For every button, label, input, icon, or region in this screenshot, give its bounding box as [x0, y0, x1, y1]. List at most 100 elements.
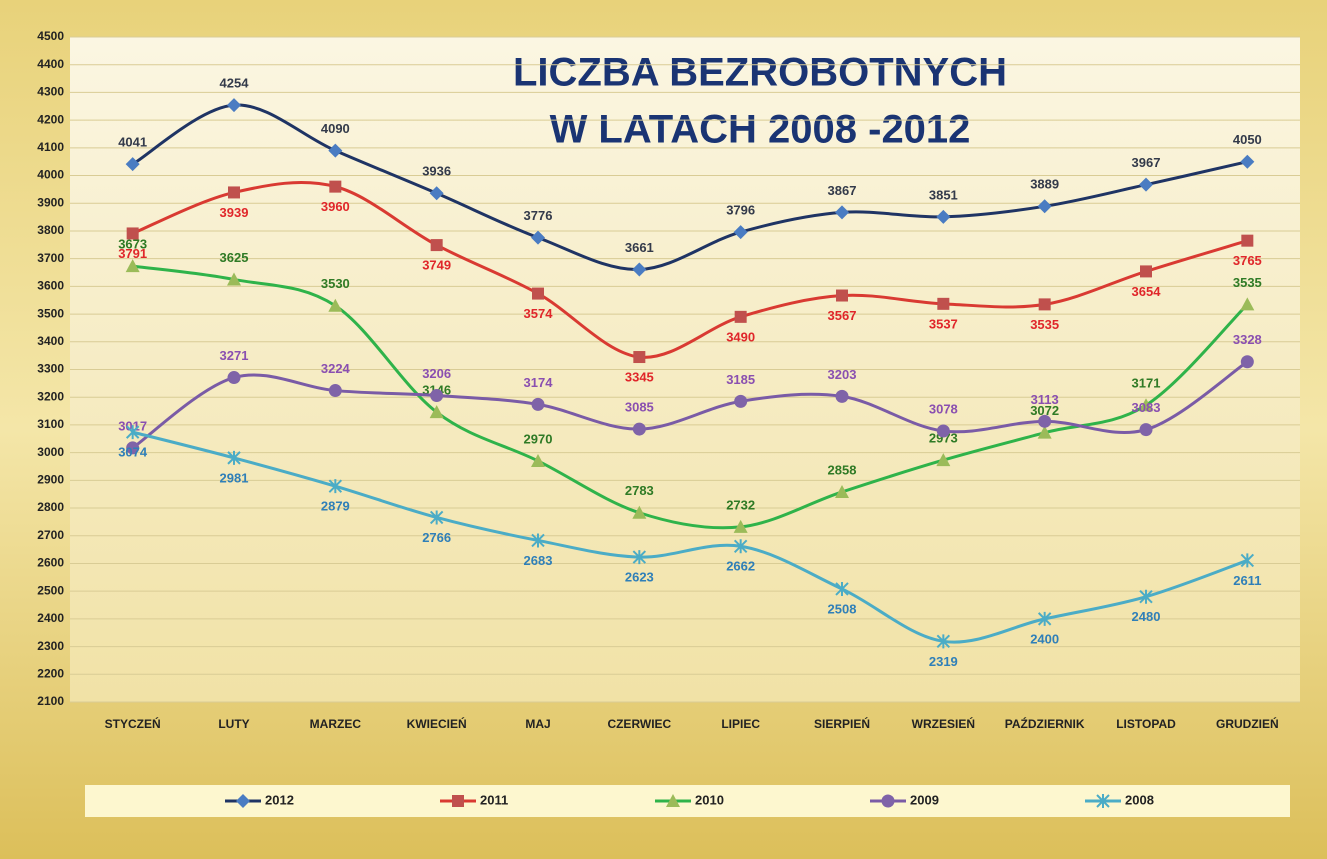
- data-label: 3271: [220, 348, 249, 363]
- data-label: 4050: [1233, 132, 1262, 147]
- legend-label: 2012: [265, 792, 294, 807]
- data-point: [733, 539, 748, 554]
- x-tick-label: PAŹDZIERNIK: [1005, 716, 1085, 731]
- series-line: [132, 181, 1248, 359]
- data-point: [429, 186, 444, 201]
- data-label: 3967: [1132, 155, 1161, 170]
- data-point: [1139, 177, 1153, 192]
- y-tick-label: 2200: [37, 666, 64, 680]
- data-point: [227, 98, 241, 113]
- legend-label: 2008: [1125, 792, 1154, 807]
- data-label: 3535: [1030, 317, 1059, 332]
- data-point: [835, 389, 849, 403]
- data-label: 3889: [1030, 177, 1059, 192]
- y-tick-label: 2600: [37, 556, 64, 570]
- data-point: [835, 484, 849, 498]
- y-tick-label: 2700: [37, 528, 64, 542]
- series-line: [131, 360, 1249, 450]
- data-label: 3654: [1132, 284, 1162, 299]
- data-point: [126, 441, 140, 455]
- data-point: [936, 634, 951, 649]
- chart-subtitle: W LATACH 2008 -2012: [550, 108, 971, 152]
- data-label: 2400: [1030, 631, 1059, 646]
- y-tick-label: 2400: [37, 611, 64, 625]
- data-point: [1240, 154, 1255, 169]
- data-label: 3530: [321, 276, 350, 291]
- chart-title: LICZBA BEZROBOTNYCH: [513, 51, 1007, 95]
- data-label: 2683: [524, 553, 553, 568]
- data-label: 3206: [422, 366, 451, 381]
- data-point: [1038, 298, 1051, 311]
- data-label: 3185: [726, 372, 755, 387]
- data-label: 4090: [321, 121, 350, 136]
- data-point: [125, 425, 140, 440]
- y-tick-label: 3400: [37, 334, 64, 348]
- data-label: 3537: [929, 316, 958, 331]
- series-line: [132, 264, 1249, 530]
- data-label: 3960: [321, 199, 350, 214]
- data-point: [125, 157, 140, 172]
- data-point: [936, 424, 950, 438]
- data-label: 2480: [1132, 609, 1161, 624]
- data-label: 3867: [828, 183, 857, 198]
- y-tick-label: 4000: [37, 168, 64, 182]
- y-tick-label: 2100: [37, 694, 64, 708]
- data-point: [1241, 234, 1254, 247]
- y-tick-label: 4300: [37, 85, 64, 99]
- data-label: 3625: [220, 250, 249, 265]
- data-label: 3345: [625, 369, 654, 384]
- data-point: [1240, 355, 1254, 369]
- series-line: [131, 103, 1248, 271]
- data-label: 2732: [726, 497, 755, 512]
- data-point: [1139, 398, 1153, 412]
- data-point: [328, 384, 342, 398]
- data-point: [835, 205, 849, 220]
- data-label: 3328: [1233, 332, 1262, 347]
- data-point: [125, 259, 140, 273]
- data-point: [836, 289, 848, 302]
- data-label: 3776: [524, 208, 553, 223]
- data-point: [228, 186, 240, 199]
- y-tick-label: 3800: [37, 223, 64, 237]
- legend-marker: [236, 794, 250, 808]
- data-point: [1140, 265, 1152, 278]
- x-tick-label: KWIECIEŃ: [407, 716, 467, 731]
- data-label: 2623: [625, 570, 654, 585]
- x-tick-label: MAJ: [525, 717, 550, 731]
- y-tick-label: 3700: [37, 251, 64, 265]
- data-label: 3765: [1233, 253, 1262, 268]
- data-label: 2858: [828, 462, 857, 477]
- data-label: 3490: [726, 329, 755, 344]
- data-point: [632, 550, 647, 565]
- x-tick-label: LUTY: [218, 717, 249, 731]
- data-point: [1240, 553, 1255, 568]
- y-tick-label: 4400: [37, 57, 64, 71]
- y-tick-label: 3100: [37, 417, 64, 431]
- data-label: 3567: [828, 308, 857, 323]
- y-tick-label: 4100: [37, 140, 64, 154]
- data-point: [1139, 589, 1153, 604]
- x-tick-label: CZERWIEC: [607, 717, 671, 731]
- data-point: [733, 225, 748, 240]
- data-point: [835, 581, 849, 596]
- x-tick-label: SIERPIEŃ: [814, 716, 870, 731]
- y-tick-label: 2800: [37, 500, 64, 514]
- data-label: 2981: [220, 470, 249, 485]
- data-label: 2766: [422, 530, 451, 545]
- data-point: [632, 262, 647, 277]
- legend-label: 2010: [695, 792, 724, 807]
- data-point: [1038, 414, 1052, 428]
- data-point: [227, 450, 241, 465]
- x-tick-label: STYCZEŃ: [105, 716, 161, 731]
- data-label: 3078: [929, 401, 958, 416]
- data-point: [532, 287, 544, 300]
- data-label: 2611: [1233, 573, 1261, 588]
- data-label: 2879: [321, 499, 350, 514]
- data-label: 3203: [828, 367, 857, 382]
- data-label: 3574: [524, 306, 554, 321]
- data-point: [430, 239, 443, 252]
- data-label: 3171: [1132, 376, 1161, 391]
- data-point: [430, 389, 444, 403]
- y-tick-label: 3300: [37, 362, 64, 376]
- data-label: 2662: [726, 559, 755, 574]
